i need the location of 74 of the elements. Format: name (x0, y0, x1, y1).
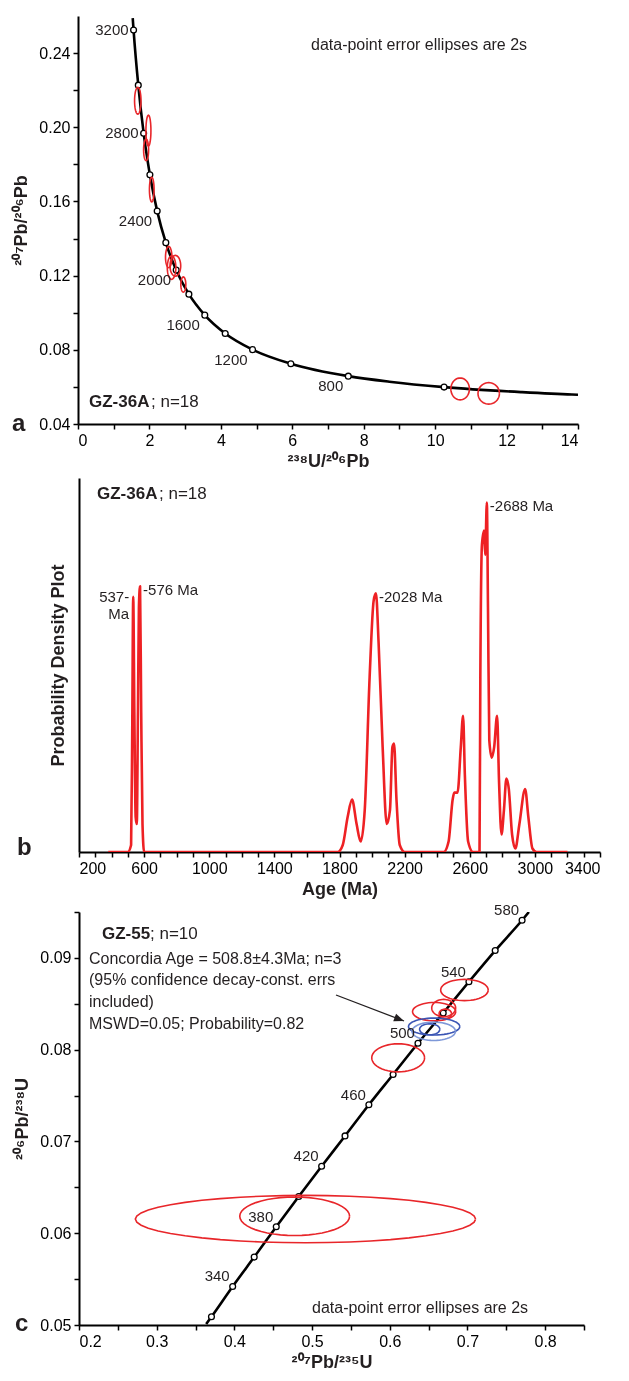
annotation: 2400 (118, 212, 153, 230)
annotation: (95% confidence decay-const. errs (89, 971, 336, 988)
text: b (17, 833, 32, 860)
annotation: 1200 (214, 350, 248, 368)
annotation: -2028 Ma (378, 588, 443, 606)
annotation: GZ-36A (89, 392, 150, 411)
x-tick-label: 14 (560, 431, 579, 449)
annotation: Concordia Age = 508.8±4.3Ma; n=3 (89, 950, 342, 967)
annotation: 380 (248, 1207, 274, 1225)
y-tick-label: 0.08 (40, 1041, 72, 1059)
annotation: 2800 (105, 124, 139, 142)
x-tick-label: 0.4 (223, 1332, 247, 1350)
annotation: included) (89, 993, 154, 1010)
annotation: 800 (318, 377, 344, 395)
y-tick-label: 0.07 (40, 1132, 72, 1150)
x-tick-label: 600 (131, 859, 159, 877)
annotation: -576 Ma (143, 581, 199, 599)
annotation: 540 (440, 962, 466, 980)
x-tick-label: 3400 (564, 859, 601, 877)
annotation: data-point error ellipses are 2s (312, 1299, 529, 1316)
x-axis-title: Age (Ma) (302, 878, 378, 899)
annotation: GZ-55 (102, 924, 151, 943)
x-tick-label: 0.8 (534, 1332, 557, 1350)
x-tick-label: 200 (79, 859, 107, 877)
annotation: 420 (293, 1147, 319, 1165)
y-tick-label: 0.12 (39, 267, 71, 285)
annotation: ; n=18 (151, 392, 199, 411)
text: a (12, 409, 26, 436)
y-tick-label: 0.16 (39, 192, 71, 210)
annotation: ; n=18 (159, 484, 207, 503)
annotation: 2000 (137, 271, 172, 289)
x-tick-label: 0.7 (456, 1332, 480, 1350)
x-tick-label: 4 (216, 431, 226, 449)
y-tick-label: 0.08 (39, 341, 71, 359)
annotation: -2688 Ma (489, 497, 554, 515)
x-tick-label: 8 (359, 431, 369, 449)
x-tick-label: 0 (78, 431, 88, 449)
y-axis-title: ²⁰⁶Pb/²³⁸U (12, 1078, 33, 1160)
x-tick-label: 1800 (322, 859, 358, 877)
x-tick-label: 10 (426, 431, 445, 449)
x-tick-label: 6 (288, 431, 298, 449)
annotation: MSWD=0.05; Probability=0.82 (89, 1015, 305, 1032)
annotation: 537- Ma (99, 587, 130, 622)
x-axis-title: ²⁰⁷Pb/²³⁵U (291, 1351, 373, 1372)
annotation: 500 (389, 1024, 415, 1042)
annotation: 1600 (166, 316, 200, 334)
x-tick-label: 0.5 (301, 1332, 324, 1350)
annotation: ; n=10 (150, 924, 198, 943)
x-tick-label: 3000 (517, 859, 554, 877)
y-tick-label: 0.04 (39, 415, 71, 433)
annotation: data-point error ellipses are 2s (311, 36, 528, 53)
y-tick-label: 0.24 (39, 44, 71, 62)
x-axis-title: ²³⁸U/²⁰⁶Pb (287, 450, 370, 471)
x-tick-label: 1000 (191, 859, 228, 877)
x-tick-label: 2200 (387, 859, 424, 877)
x-tick-label: 12 (498, 431, 517, 449)
y-tick-label: 0.09 (40, 949, 72, 967)
y-axis-title: Probability Density Plot (47, 564, 68, 767)
annotation: GZ-36A (97, 484, 158, 503)
y-tick-label: 0.06 (40, 1224, 72, 1242)
x-tick-label: 2600 (452, 859, 489, 877)
x-tick-label: 2 (145, 431, 155, 449)
annotation: 340 (204, 1267, 230, 1285)
x-tick-label: 0.6 (379, 1332, 402, 1350)
annotation: 3200 (95, 21, 129, 39)
annotation: 460 (340, 1085, 366, 1103)
x-tick-label: 0.2 (79, 1332, 102, 1350)
annotation: 580 (494, 901, 520, 919)
y-tick-label: 0.05 (40, 1316, 72, 1334)
y-axis-title: ²⁰⁷Pb/²⁰⁶Pb (11, 175, 32, 266)
text: c (15, 1309, 29, 1336)
y-tick-label: 0.20 (39, 118, 71, 136)
x-tick-label: 0.3 (146, 1332, 169, 1350)
x-tick-label: 1400 (257, 859, 293, 877)
